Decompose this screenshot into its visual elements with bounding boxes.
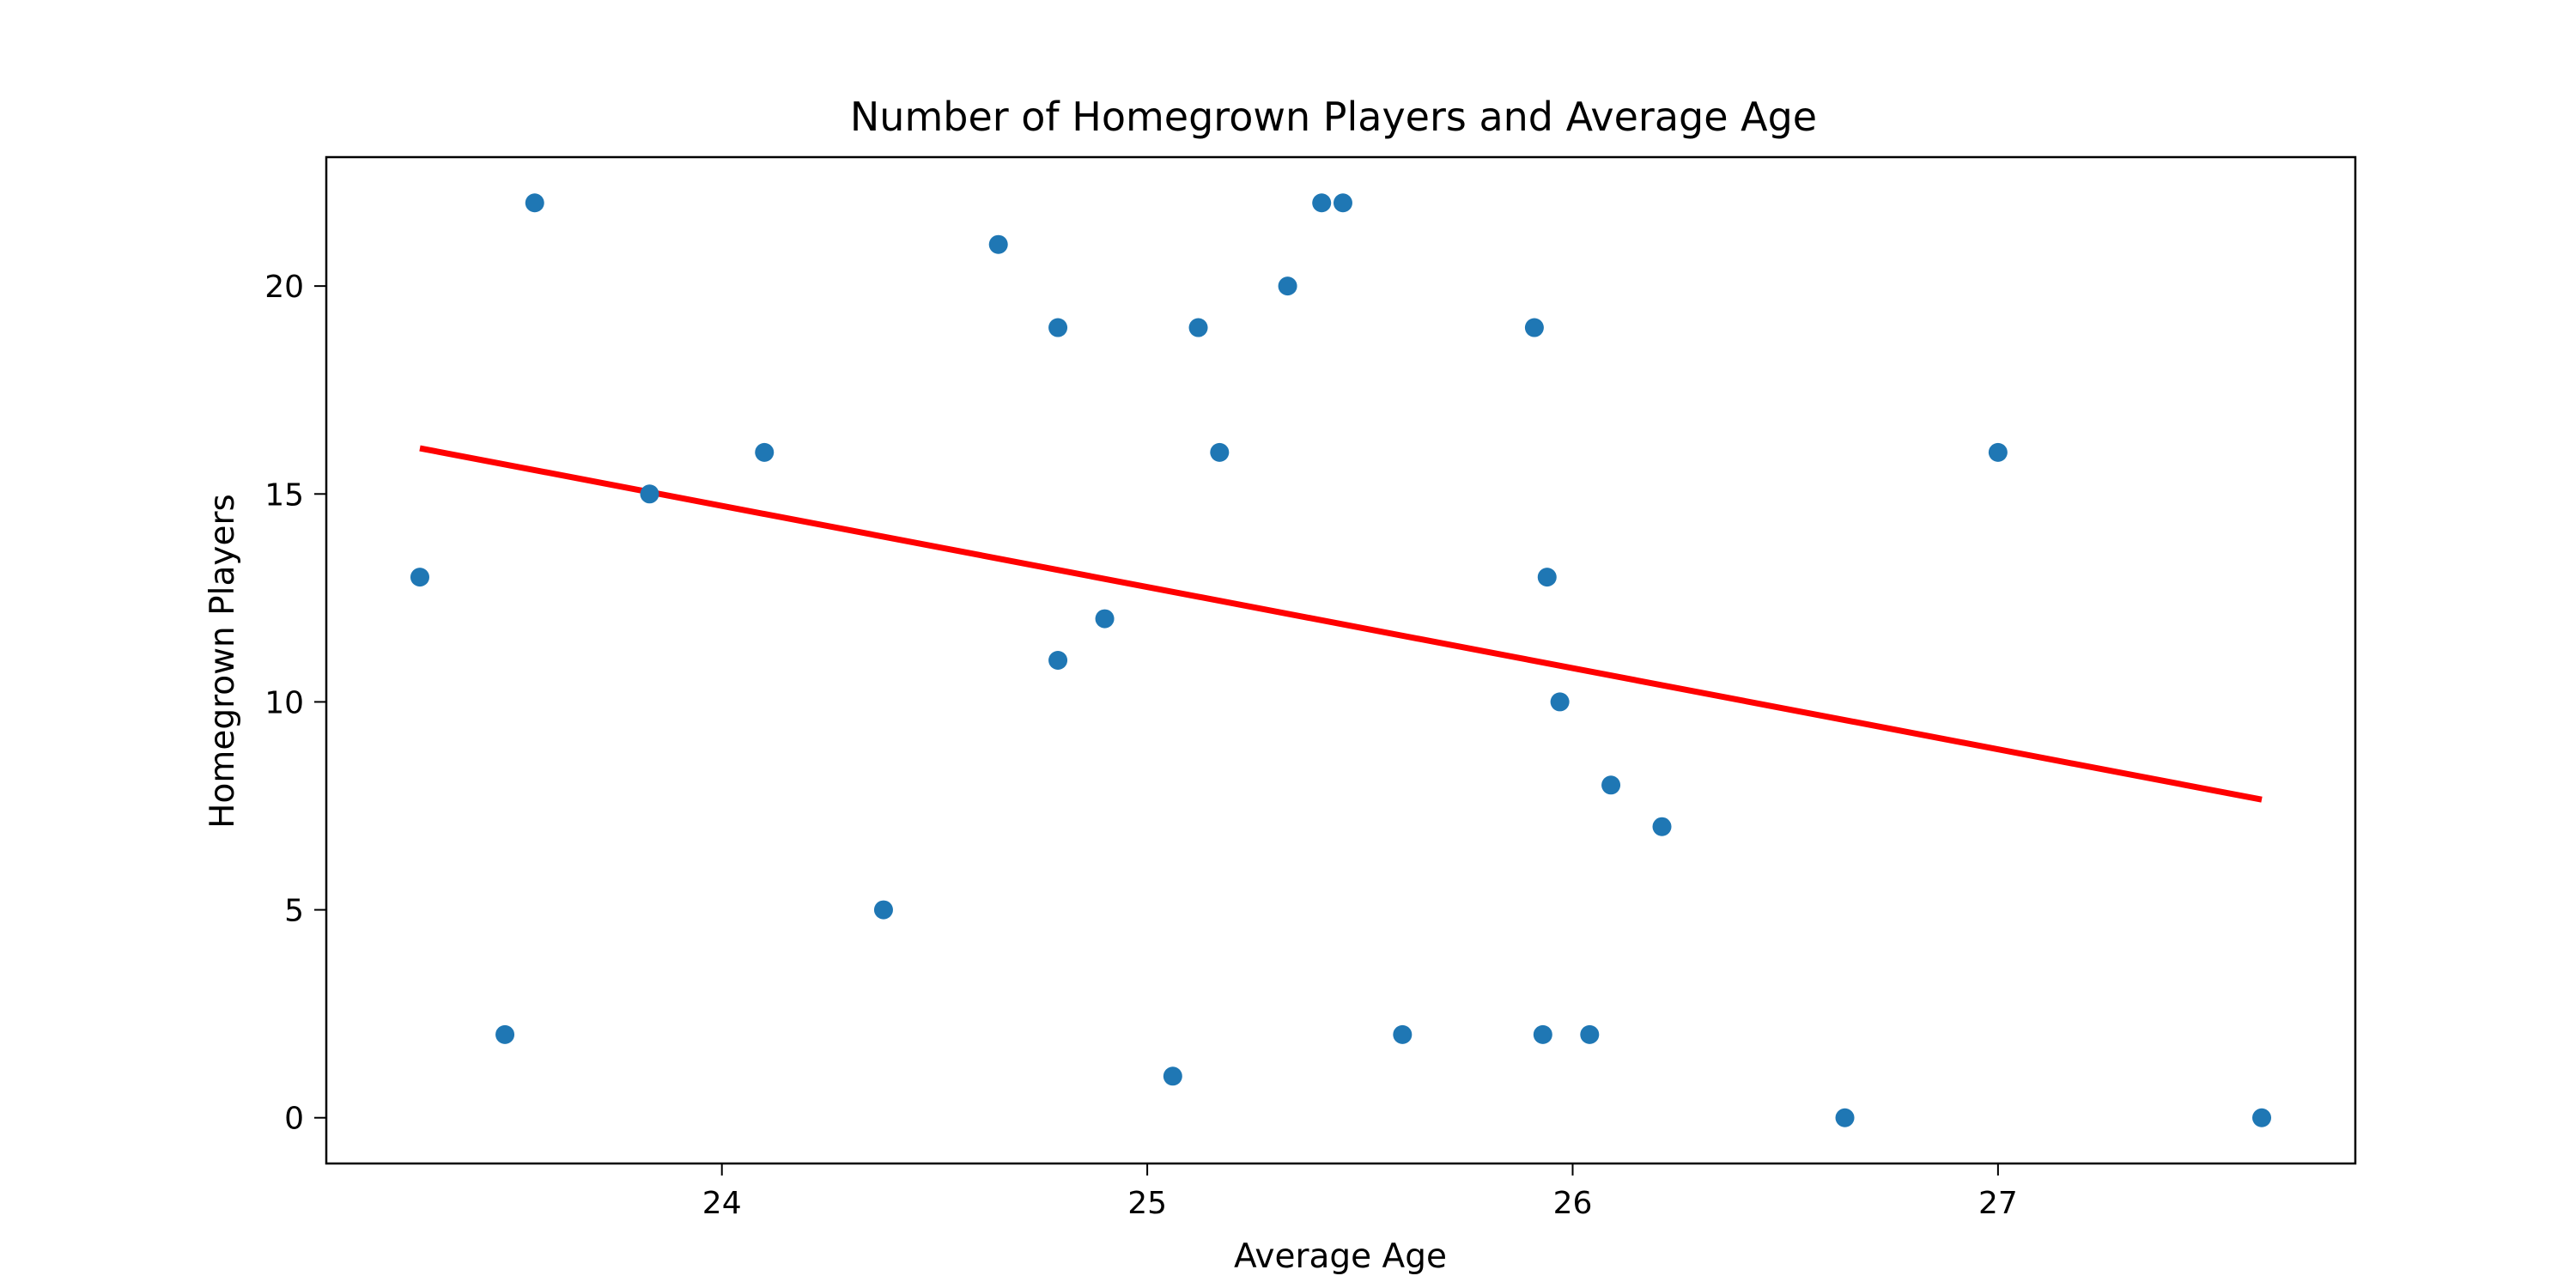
scatter-point-1 — [410, 568, 429, 587]
scatter-point-17 — [1393, 1024, 1413, 1044]
scatter-point-7 — [988, 234, 1008, 254]
scatter-point-14 — [1278, 276, 1297, 296]
scatter-point-12 — [1188, 318, 1208, 337]
scatter-point-22 — [1580, 1024, 1600, 1044]
x-tick-label: 26 — [1553, 1186, 1593, 1221]
scatter-point-21 — [1550, 692, 1570, 712]
scatter-point-19 — [1533, 1024, 1552, 1044]
plot-frame — [325, 155, 2357, 1165]
y-axis: 0 5 10 15 20 — [264, 270, 326, 1137]
y-tick-label: 5 — [284, 894, 304, 929]
scatter-point-25 — [1835, 1108, 1855, 1127]
scatter-point-4 — [640, 484, 659, 504]
scatter-point-13 — [1210, 442, 1230, 462]
y-tick-label: 15 — [264, 477, 304, 513]
x-tick-label: 25 — [1127, 1186, 1167, 1221]
plot-area — [410, 193, 2272, 1127]
scatter-point-24 — [1652, 817, 1672, 836]
x-tick-label: 24 — [702, 1186, 742, 1221]
scatter-point-3 — [525, 193, 544, 213]
scatter-point-26 — [1988, 442, 2008, 462]
scatter-point-8 — [1048, 318, 1068, 337]
scatter-point-10 — [1095, 609, 1115, 629]
y-tick-label: 0 — [284, 1102, 304, 1137]
scatter-point-18 — [1524, 318, 1544, 337]
x-axis-label: Average Age — [1234, 1237, 1447, 1276]
scatter-point-5 — [755, 442, 775, 462]
scatter-point-6 — [873, 900, 893, 920]
scatter-point-11 — [1163, 1066, 1182, 1086]
y-tick-label: 20 — [264, 270, 304, 305]
scatter-point-20 — [1537, 568, 1557, 587]
y-tick-label: 10 — [264, 685, 304, 720]
y-axis-label: Homegrown Players — [204, 494, 242, 829]
scatter-point-23 — [1601, 775, 1621, 795]
scatter-point-2 — [495, 1024, 515, 1044]
scatter-point-9 — [1048, 651, 1068, 670]
chart-title: Number of Homegrown Players and Average … — [850, 94, 1817, 140]
scatter-point-27 — [2252, 1108, 2272, 1127]
x-tick-label: 27 — [1978, 1186, 2018, 1221]
scatter-point-15 — [1312, 193, 1332, 213]
x-axis: 24 25 26 27 — [702, 1163, 2018, 1221]
scatter-point-16 — [1333, 193, 1352, 213]
trend-line — [419, 445, 2263, 803]
